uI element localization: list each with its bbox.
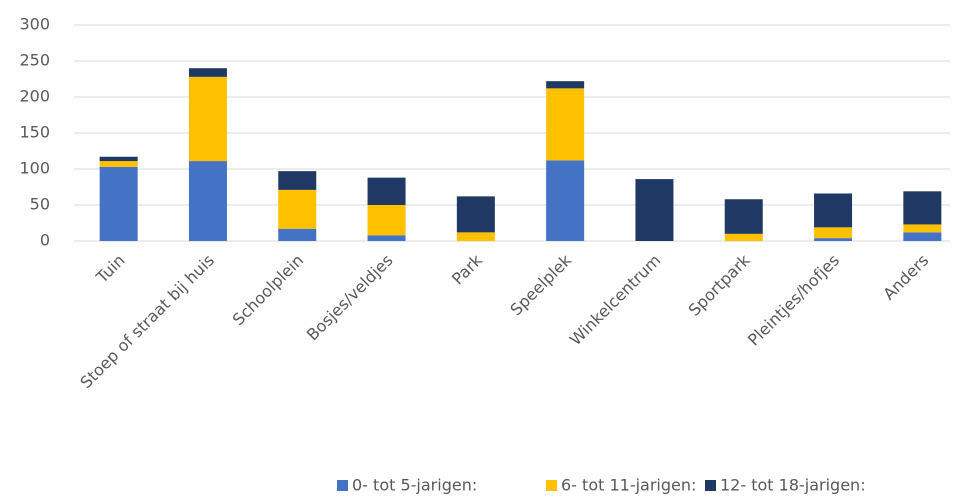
y-tick-label: 100 bbox=[19, 159, 50, 178]
bar-segment bbox=[367, 205, 406, 236]
bar-segment bbox=[903, 191, 942, 225]
x-tick-label: Anders bbox=[879, 251, 932, 304]
legend-label: 6- tot 11-jarigen: bbox=[561, 476, 696, 495]
y-tick-label: 250 bbox=[19, 51, 50, 70]
bar-segment bbox=[546, 88, 585, 161]
bar-segment bbox=[456, 196, 495, 233]
bar-segment bbox=[546, 160, 585, 241]
x-tick-label: Schoolplein bbox=[229, 251, 308, 330]
bar-segment bbox=[367, 235, 406, 241]
x-tick-label: Tuin bbox=[92, 251, 129, 288]
y-tick-label: 50 bbox=[30, 195, 50, 214]
x-tick-label: Bosjes/veldjes bbox=[303, 251, 397, 345]
bar-segment bbox=[724, 233, 763, 241]
bar-segment bbox=[724, 199, 763, 234]
bar-segment bbox=[814, 227, 853, 239]
bar-segment bbox=[99, 166, 138, 241]
bar-segment bbox=[546, 81, 585, 89]
bar-segment bbox=[278, 171, 317, 190]
bar-segment bbox=[903, 232, 942, 241]
bar-segment bbox=[188, 76, 227, 162]
y-tick-label: 300 bbox=[19, 15, 50, 34]
bar-segment bbox=[635, 179, 674, 241]
bar-segment bbox=[99, 156, 138, 162]
x-tick-label: Park bbox=[448, 250, 486, 288]
legend-label: 12- tot 18-jarigen: bbox=[720, 476, 866, 495]
y-tick-label: 0 bbox=[40, 231, 50, 250]
bar-segment bbox=[367, 177, 406, 205]
bar-segment bbox=[814, 193, 853, 228]
bar-segment bbox=[814, 238, 853, 241]
y-tick-label: 200 bbox=[19, 87, 50, 106]
bar-segment bbox=[278, 228, 317, 241]
bar-segment bbox=[99, 161, 138, 167]
x-tick-label: Sportpark bbox=[685, 250, 755, 320]
x-tick-label: Pleintjes/hofjes bbox=[744, 251, 843, 350]
x-tick-label: Speelplek bbox=[506, 250, 575, 319]
legend-swatch bbox=[705, 480, 716, 491]
bar-segment bbox=[456, 232, 495, 241]
legend-swatch bbox=[546, 480, 557, 491]
y-tick-label: 150 bbox=[19, 123, 50, 142]
bar-segment bbox=[278, 189, 317, 229]
legend-swatch bbox=[337, 480, 348, 491]
bar-segment bbox=[903, 224, 942, 233]
legend-label: 0- tot 5-jarigen: bbox=[352, 476, 477, 495]
bar-segment bbox=[188, 161, 227, 241]
bar-segment bbox=[188, 68, 227, 77]
x-tick-label: Winkelcentrum bbox=[566, 251, 665, 350]
